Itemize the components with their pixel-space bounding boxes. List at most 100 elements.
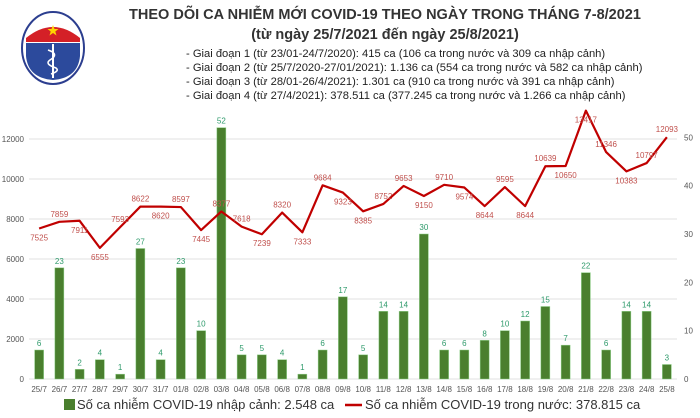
line-data-label: 8620	[152, 212, 170, 221]
bar-data-label: 14	[399, 300, 408, 309]
line-data-label: 9653	[395, 174, 413, 183]
x-axis-tick: 24/8	[639, 385, 655, 394]
bar	[378, 311, 389, 380]
line-data-label: 8644	[476, 211, 494, 220]
bar-data-label: 6	[442, 339, 447, 348]
bar	[540, 306, 551, 380]
line-data-label: 7593	[111, 215, 129, 224]
line-data-label: 7445	[192, 235, 210, 244]
bar	[500, 330, 510, 380]
bar	[641, 311, 652, 380]
legend-swatch-bar	[64, 399, 75, 410]
x-axis-tick: 21/8	[578, 385, 594, 394]
bar	[196, 330, 206, 380]
note-phase-2: - Giai đoạn 2 (từ 25/7/2020-27/01/2021):…	[186, 62, 643, 74]
bar-data-label: 52	[217, 117, 226, 126]
x-axis-tick: 20/8	[558, 385, 574, 394]
line-data-label: 9150	[415, 201, 433, 210]
line-data-label: 8377	[212, 199, 230, 208]
left-axis-tick: 4000	[6, 295, 24, 304]
bar-data-label: 14	[622, 300, 631, 309]
x-axis-tick: 26/7	[52, 385, 68, 394]
x-axis-tick: 10/8	[355, 385, 371, 394]
ministry-of-health-logo	[21, 11, 85, 85]
bar	[459, 349, 470, 380]
bar-data-label: 10	[197, 320, 206, 329]
x-axis-tick: 07/8	[295, 385, 311, 394]
line-data-label: 7859	[50, 210, 68, 219]
right-axis-tick: 40	[684, 182, 693, 191]
x-axis-tick: 18/8	[517, 385, 533, 394]
x-axis-tick: 23/8	[619, 385, 635, 394]
bar-data-label: 22	[581, 262, 590, 271]
line-data-label: 7239	[253, 239, 271, 248]
bar-data-label: 14	[642, 300, 651, 309]
line-data-label: 8597	[172, 195, 190, 204]
line-data-label: 8385	[354, 216, 372, 225]
chart-subtitle: (từ ngày 25/7/2021 đến ngày 25/8/2021)	[251, 27, 519, 43]
x-axis-tick: 01/8	[173, 385, 189, 394]
x-axis-tick: 19/8	[538, 385, 554, 394]
bar	[176, 267, 186, 380]
bar	[297, 373, 308, 380]
bar	[398, 311, 409, 380]
bar	[257, 354, 267, 380]
bar-data-label: 6	[462, 339, 467, 348]
bar-data-label: 5	[239, 344, 244, 353]
bar	[135, 248, 146, 380]
x-axis-tick: 15/8	[457, 385, 473, 394]
bar-data-label: 7	[563, 334, 568, 343]
x-axis-tick: 03/8	[214, 385, 230, 394]
line-data-label: 7911	[71, 226, 89, 235]
left-axis-tick: 12000	[2, 135, 25, 144]
x-axis-tick: 13/8	[416, 385, 432, 394]
line-data-label: 8622	[131, 195, 149, 204]
note-phase-4: - Giai đoạn 4 (từ 27/4/2021): 378.511 ca…	[186, 90, 626, 102]
line-series	[38, 109, 668, 249]
bar-data-label: 30	[419, 223, 428, 232]
bar	[358, 354, 368, 380]
bar-data-label: 8	[482, 329, 487, 338]
legend-label-bar: Số ca nhiễm COVID-19 nhập cảnh: 2.548 ca	[77, 397, 335, 412]
bar	[520, 320, 530, 380]
x-axis-tick: 22/8	[598, 385, 614, 394]
chart-title: THEO DÕI CA NHIỄM MỚI COVID-19 THEO NGÀY…	[129, 7, 641, 23]
legend: Số ca nhiễm COVID-19 nhập cảnh: 2.548 ca…	[64, 397, 641, 412]
line-data-label: 7525	[30, 234, 48, 243]
line-data-label: 8752	[374, 192, 392, 201]
left-axis-tick: 6000	[6, 255, 24, 264]
bar-data-label: 5	[260, 344, 265, 353]
line-data-label: 13417	[575, 116, 598, 125]
bar	[155, 359, 166, 380]
x-axis-tick: 14/8	[436, 385, 452, 394]
x-axis-tick: 06/8	[274, 385, 290, 394]
x-axis-tick: 08/8	[315, 385, 331, 394]
x-axis-tick: 30/7	[133, 385, 149, 394]
bar	[277, 359, 287, 380]
line-data-label: 9323	[334, 198, 352, 207]
line-data-label: 10383	[615, 176, 638, 185]
bar-data-label: 17	[338, 286, 347, 295]
bar-data-label: 6	[37, 339, 42, 348]
line-data-label: 7618	[233, 215, 251, 224]
bar-data-label: 4	[280, 349, 285, 358]
line-data-label: 8320	[273, 201, 291, 210]
bar-data-label: 15	[541, 296, 550, 305]
line-data-label: 9710	[435, 173, 453, 182]
line-data-label: 12093	[656, 125, 679, 134]
line-data-label: 6555	[91, 253, 109, 262]
note-phase-1: - Giai đoạn 1 (từ 23/01-24/7/2020): 415 …	[186, 48, 606, 60]
x-axis-tick: 31/7	[153, 385, 169, 394]
bar-data-label: 27	[136, 238, 145, 247]
bar	[317, 349, 328, 380]
right-axis-tick: 50	[684, 133, 693, 142]
right-axis-tick: 10	[684, 327, 693, 336]
left-axis-tick: 10000	[2, 175, 25, 184]
right-axis-tick: 30	[684, 230, 693, 239]
bar	[601, 349, 611, 380]
x-axis-tick: 12/8	[396, 385, 412, 394]
bar-data-label: 4	[158, 349, 163, 358]
x-axis-tick: 02/8	[193, 385, 209, 394]
bar	[419, 233, 429, 380]
